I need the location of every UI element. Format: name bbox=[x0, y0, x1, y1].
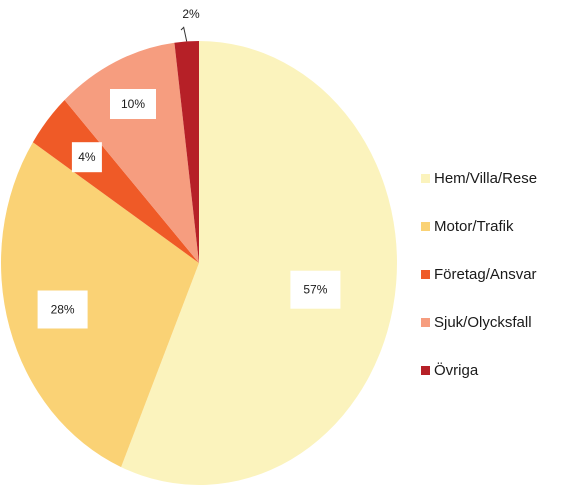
data-label-box bbox=[110, 89, 156, 119]
data-label-box bbox=[290, 270, 341, 309]
data-label-box bbox=[37, 290, 88, 329]
pie-slice-motor-trafik bbox=[1, 142, 200, 468]
legend-label: Företag/Ansvar bbox=[434, 265, 537, 283]
data-label: 4% bbox=[78, 150, 96, 164]
legend-label: Motor/Trafik bbox=[434, 217, 514, 235]
pie-slices bbox=[1, 41, 397, 486]
pie-slice-sjuk-olycksfall bbox=[64, 42, 199, 263]
legend-item-sjuk-olycksfall: Sjuk/Olycksfall bbox=[421, 310, 537, 334]
legend: Hem/Villa/Rese Motor/Trafik Företag/Ansv… bbox=[421, 166, 537, 406]
data-labels: 57% 28% 4% 10% 2% bbox=[37, 7, 341, 329]
legend-item-foretag-ansvar: Företag/Ansvar bbox=[421, 262, 537, 286]
legend-swatch bbox=[421, 317, 430, 327]
legend-swatch bbox=[421, 173, 430, 183]
pie-slice-f-retag-ansvar bbox=[32, 100, 199, 263]
legend-item-hem-villa-rese: Hem/Villa/Rese bbox=[421, 166, 537, 190]
data-label-box bbox=[71, 142, 102, 173]
pie-slice--vriga bbox=[174, 41, 199, 263]
legend-item-motor-trafik: Motor/Trafik bbox=[421, 214, 537, 238]
legend-swatch bbox=[421, 365, 430, 375]
legend-swatch bbox=[421, 221, 430, 231]
legend-item-ovriga: Övriga bbox=[421, 358, 537, 382]
legend-label: Övriga bbox=[434, 361, 479, 379]
data-label: 10% bbox=[121, 97, 145, 111]
data-label: 57% bbox=[303, 283, 327, 297]
leader-line bbox=[180, 26, 188, 42]
legend-label: Sjuk/Olycksfall bbox=[434, 313, 532, 331]
data-label: 28% bbox=[51, 303, 75, 317]
data-label: 2% bbox=[182, 7, 200, 21]
pie-slice-hem-villa-rese bbox=[121, 41, 397, 486]
legend-label: Hem/Villa/Rese bbox=[434, 169, 538, 187]
legend-swatch bbox=[421, 269, 430, 279]
